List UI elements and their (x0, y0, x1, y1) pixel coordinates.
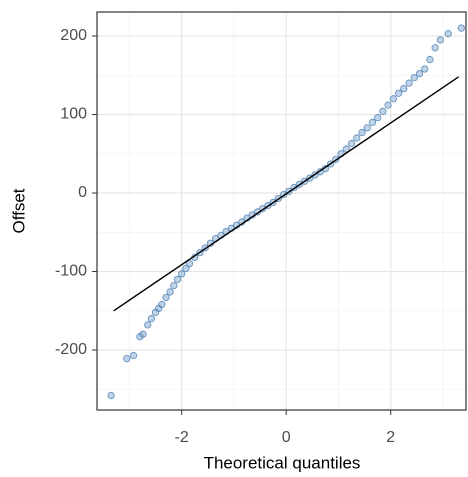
point (457, 24, 465, 32)
point (139, 330, 147, 338)
y-axis-label: Offset (9, 188, 28, 233)
point (431, 44, 439, 52)
y-tick-label: 100 (60, 106, 87, 123)
point (363, 124, 371, 132)
point (421, 65, 429, 73)
y-tick-label: -200 (55, 341, 87, 358)
point (389, 95, 397, 103)
point (178, 270, 186, 278)
point (444, 30, 452, 38)
point (400, 84, 408, 93)
point (410, 73, 418, 82)
point (368, 118, 377, 127)
point (384, 101, 392, 109)
point (436, 36, 445, 44)
x-tick-label: -2 (175, 429, 189, 446)
point (358, 128, 366, 137)
point (166, 288, 174, 296)
reference-line (113, 76, 460, 312)
point (185, 260, 194, 268)
point (353, 134, 361, 142)
point (144, 321, 152, 329)
y-tick-label: 0 (78, 184, 87, 201)
point (347, 139, 356, 148)
y-tick-label: 200 (60, 27, 87, 44)
point (170, 282, 178, 290)
point (379, 107, 387, 116)
point (158, 300, 166, 309)
point (374, 114, 382, 122)
point (107, 391, 115, 400)
point (405, 79, 413, 87)
x-tick-label: 0 (282, 429, 291, 446)
point (162, 293, 170, 302)
point (415, 70, 424, 78)
x-axis-label: Theoretical quantiles (204, 453, 361, 472)
x-tick-label: 2 (386, 429, 395, 446)
point (426, 55, 434, 64)
y-tick-label: -100 (55, 263, 87, 280)
point (123, 355, 131, 363)
plot-border (96, 11, 467, 411)
point (147, 314, 156, 323)
point (173, 275, 182, 284)
point (394, 89, 403, 97)
point (129, 351, 138, 360)
point (182, 264, 190, 273)
